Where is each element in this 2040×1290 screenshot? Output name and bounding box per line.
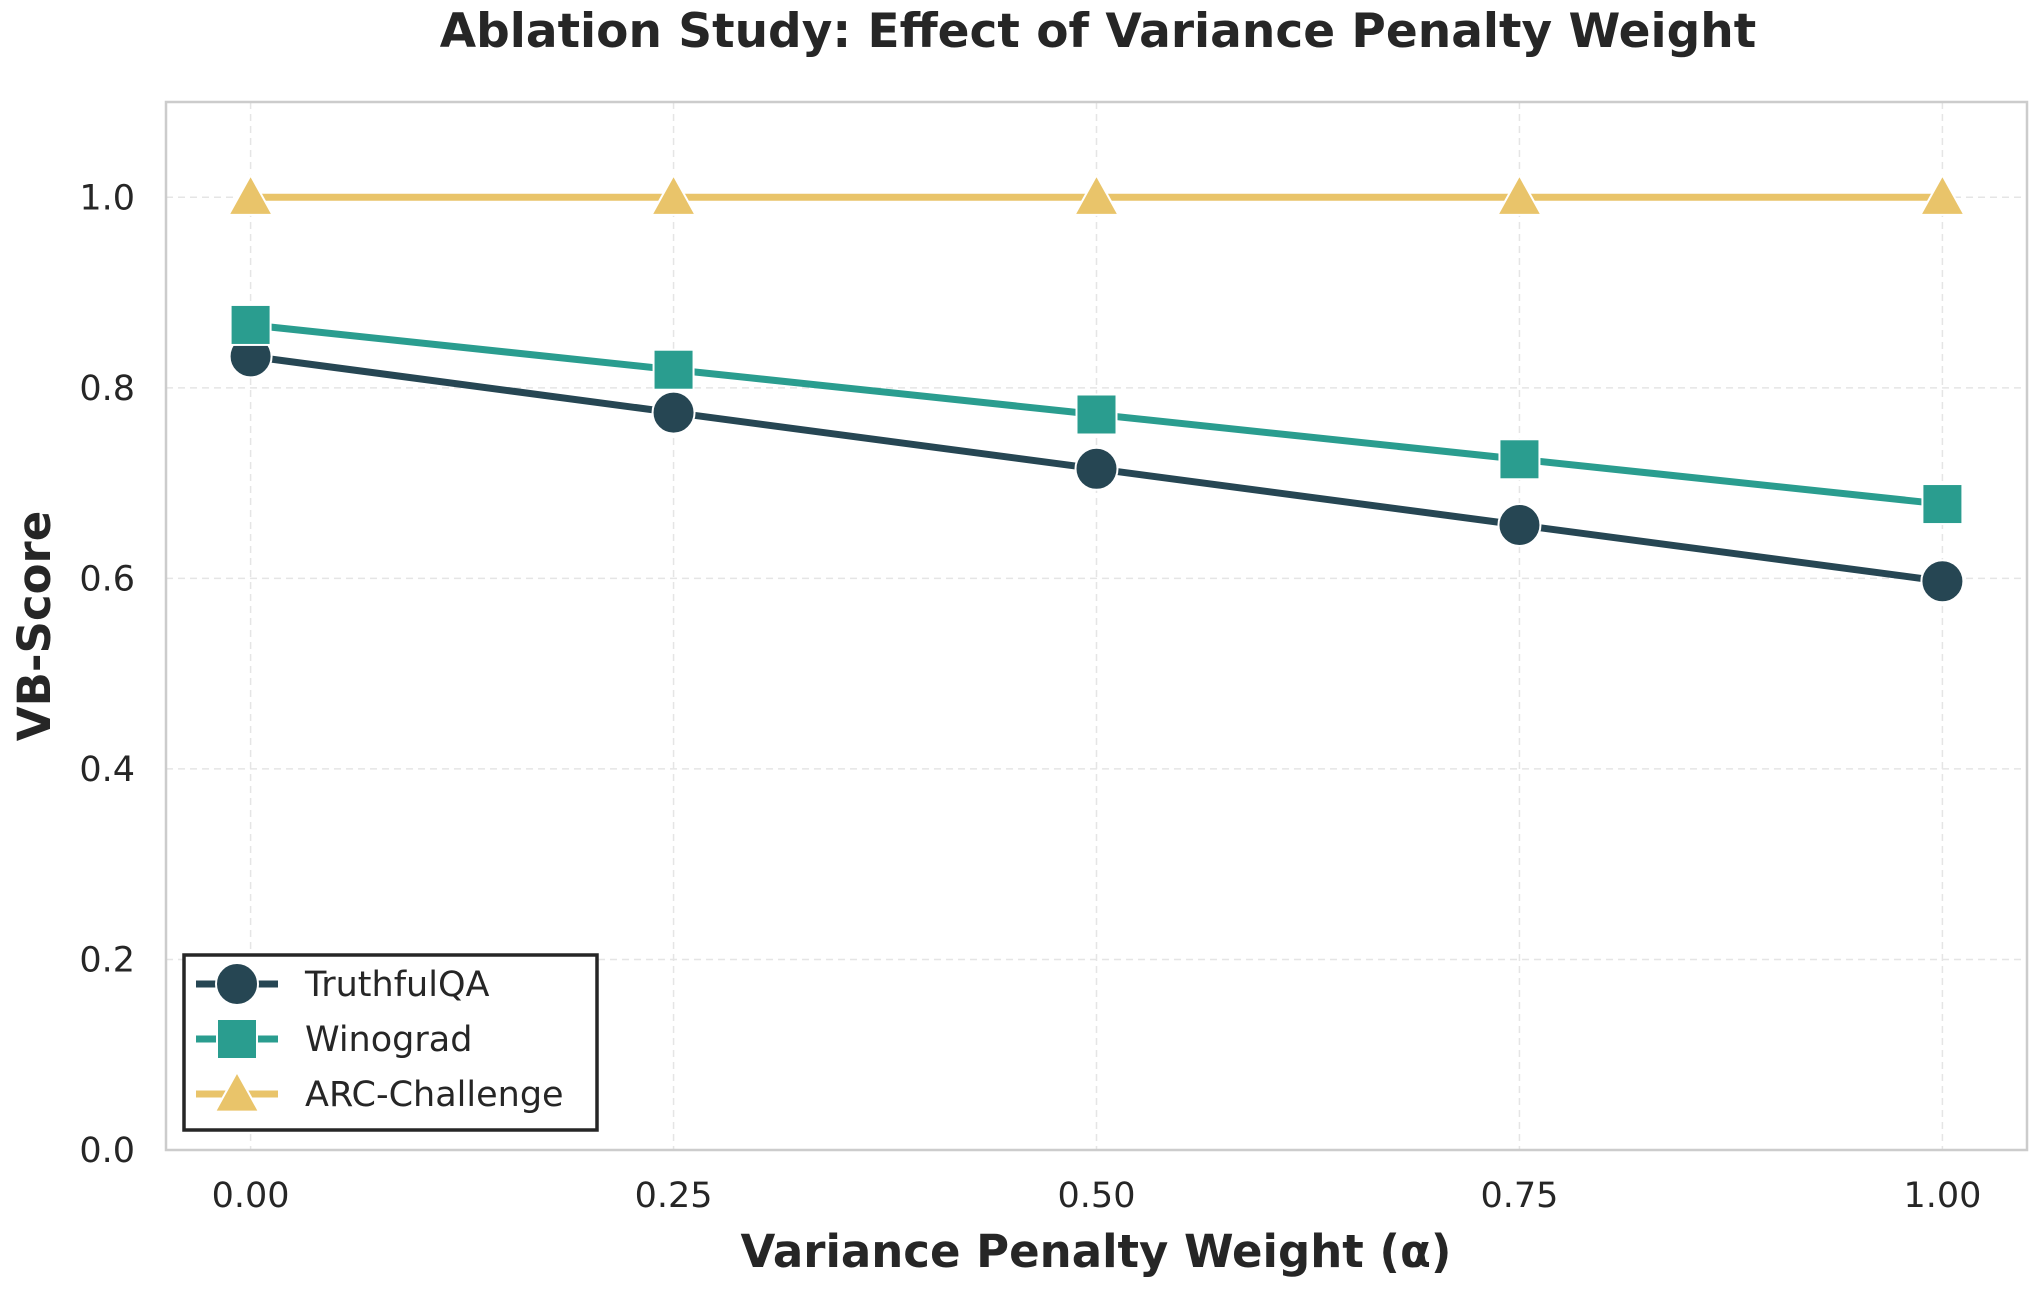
legend-marker	[215, 962, 259, 1006]
legend-marker	[216, 1018, 258, 1060]
data-point	[652, 348, 695, 391]
y-tick-label: 0.0	[79, 1131, 135, 1171]
x-tick-label: 0.75	[1480, 1176, 1558, 1216]
x-tick-label: 0.00	[212, 1176, 290, 1216]
legend-marker	[213, 1069, 261, 1113]
legend-entry: TruthfulQA	[196, 962, 489, 1006]
legend: TruthfulQA Winograd ARC-Challenge	[182, 953, 599, 1132]
y-tick-label: 0.2	[79, 940, 135, 980]
data-point	[1075, 393, 1118, 436]
data-point	[649, 173, 698, 216]
legend-label: TruthfulQA	[304, 965, 489, 1005]
data-point	[1498, 438, 1541, 481]
y-axis: 0.0 0.2 0.4 0.6 0.8 1.0	[79, 178, 135, 1171]
x-tick-label: 0.25	[635, 1176, 713, 1216]
data-point	[1072, 173, 1121, 216]
y-tick-label: 0.4	[79, 750, 135, 790]
y-tick-label: 0.8	[79, 369, 135, 409]
series-layer	[226, 173, 1967, 604]
x-axis-label: Variance Penalty Weight (α)	[741, 1225, 1452, 1278]
data-point	[1920, 559, 1965, 604]
x-tick-label: 0.50	[1058, 1176, 1136, 1216]
legend-label: Winograd	[305, 1020, 472, 1060]
data-point	[226, 173, 275, 216]
x-tick-label: 1.00	[1903, 1176, 1981, 1216]
data-point	[1074, 446, 1119, 491]
chart-title: Ablation Study: Effect of Variance Penal…	[439, 4, 1757, 59]
series-truthfulqa	[228, 334, 1965, 604]
series-winograd	[229, 303, 1964, 526]
legend-entry: Winograd	[196, 1018, 472, 1060]
y-tick-label: 0.6	[79, 559, 135, 599]
data-point	[1918, 173, 1967, 216]
data-point	[1921, 483, 1964, 526]
data-point	[651, 390, 696, 435]
data-point	[1497, 503, 1542, 548]
x-axis: 0.00 0.25 0.50 0.75 1.00	[212, 1176, 1982, 1216]
data-point	[229, 303, 272, 346]
legend-label: ARC-Challenge	[305, 1075, 564, 1115]
series-arc-challenge	[226, 173, 1967, 216]
y-axis-label: VB-Score	[8, 511, 61, 742]
y-tick-label: 1.0	[79, 178, 135, 218]
plot-frame	[164, 100, 2029, 1152]
data-point	[1495, 173, 1544, 216]
legend-entry: ARC-Challenge	[196, 1069, 564, 1115]
